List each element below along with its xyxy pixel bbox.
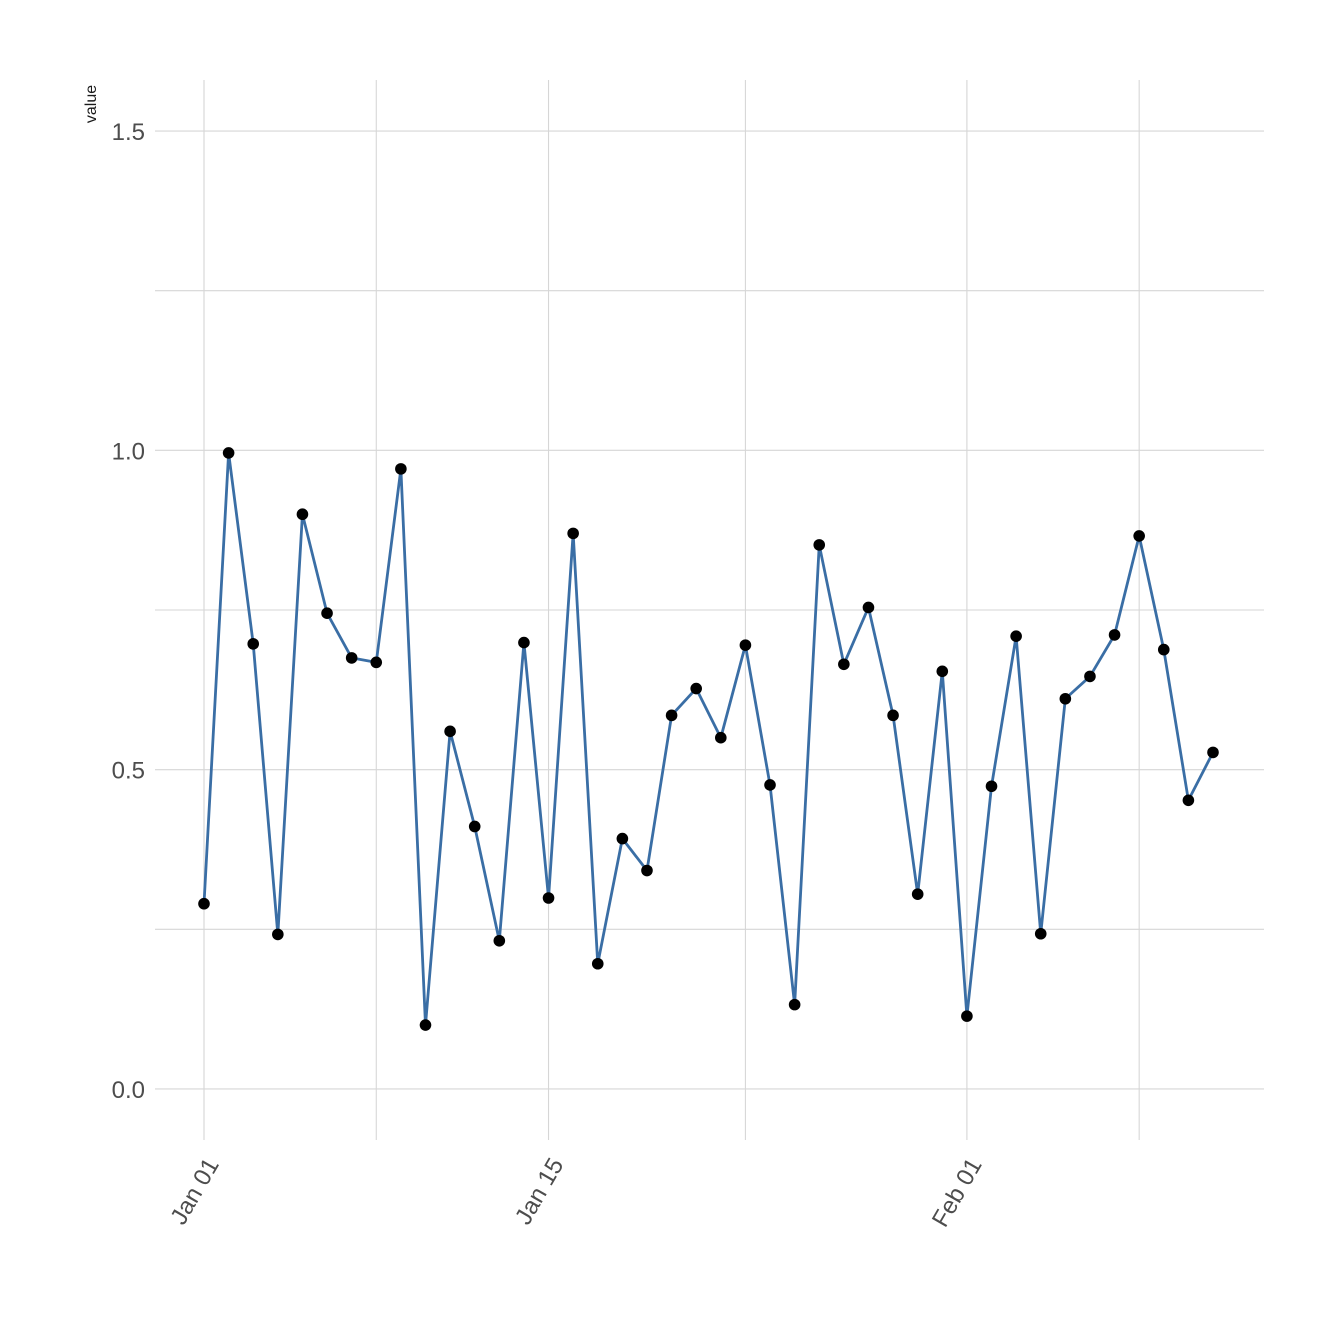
data-point	[1108, 629, 1121, 641]
data-point	[788, 998, 801, 1011]
gridlines	[155, 80, 1264, 1140]
data-point	[198, 897, 210, 910]
data-points	[198, 447, 1219, 1031]
data-point	[321, 607, 333, 619]
data-point	[911, 888, 924, 900]
x-tick-label: Feb 01	[927, 1154, 988, 1232]
data-point	[1034, 927, 1047, 940]
data-point	[272, 928, 284, 941]
x-axis-tick-labels: Jan 01 Jan 15 Feb 01	[165, 1154, 987, 1232]
data-point	[468, 820, 481, 833]
data-point	[985, 780, 998, 793]
data-point	[1182, 794, 1195, 807]
data-point	[345, 652, 358, 664]
series-line	[202, 451, 1215, 1027]
data-point	[838, 658, 850, 671]
y-tick-label: 0.0	[112, 1077, 145, 1104]
data-point	[764, 779, 776, 791]
data-point	[1133, 530, 1145, 542]
data-point	[616, 832, 629, 845]
data-point	[247, 638, 260, 650]
y-tick-label: 1.0	[112, 438, 145, 465]
data-point	[887, 709, 899, 722]
y-tick-label: 0.5	[112, 758, 145, 785]
data-point	[493, 934, 506, 947]
data-point	[665, 709, 678, 722]
data-point	[961, 1010, 973, 1022]
data-point	[641, 864, 653, 877]
data-point	[222, 447, 235, 459]
data-point	[444, 725, 456, 738]
data-point	[813, 539, 826, 551]
data-point	[542, 892, 555, 904]
data-point	[296, 508, 309, 521]
data-point	[715, 731, 727, 744]
data-point	[1084, 670, 1096, 683]
data-point	[419, 1019, 432, 1031]
data-point	[1059, 692, 1072, 705]
data-point	[370, 656, 383, 669]
y-axis-tick-labels: 0.0 0.5 1.0 1.5	[112, 119, 145, 1104]
data-point	[395, 463, 407, 475]
data-point	[862, 601, 875, 614]
y-axis-title: value	[83, 85, 100, 123]
x-tick-label: Jan 01	[165, 1154, 224, 1230]
data-point	[1207, 746, 1219, 759]
data-point	[1010, 630, 1022, 642]
data-point	[567, 527, 579, 540]
data-point	[936, 665, 949, 678]
data-point	[1157, 643, 1170, 656]
y-tick-label: 1.5	[112, 119, 145, 146]
data-point	[518, 636, 530, 649]
data-point	[739, 639, 752, 651]
data-point	[690, 682, 702, 695]
data-point	[591, 957, 604, 970]
x-tick-label: Jan 15	[510, 1154, 569, 1230]
